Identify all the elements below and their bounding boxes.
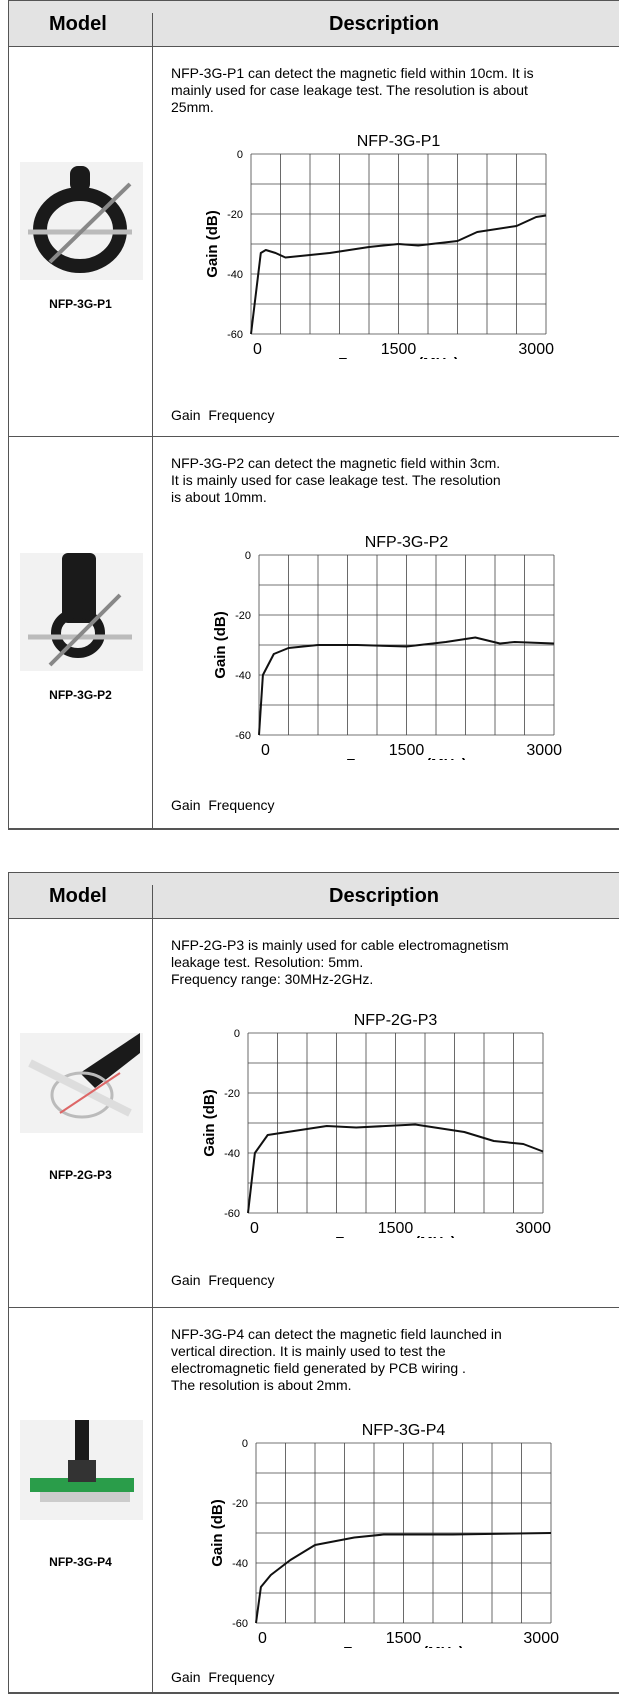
probe-image xyxy=(20,1033,143,1133)
description-line: mainly used for case leakage test. The r… xyxy=(171,82,528,98)
x-tick-label: 1500 xyxy=(386,1630,422,1647)
caption: Gain Frequency xyxy=(171,797,275,813)
header-cell: Model xyxy=(49,885,107,907)
description-line: is about 10mm. xyxy=(171,489,267,505)
caption: Gain Frequency xyxy=(171,407,275,423)
description-line: It is mainly used for case leakage test.… xyxy=(171,472,501,488)
y-tick-label: -40 xyxy=(235,670,251,682)
x-axis-label: Frequency (MHz) xyxy=(335,1234,456,1238)
column-separator xyxy=(152,885,153,918)
description-line: 25mm. xyxy=(171,99,214,115)
description-line: NFP-3G-P2 can detect the magnetic field … xyxy=(171,455,501,471)
x-tick-label: 0 xyxy=(250,1220,259,1237)
description-line: The resolution is about 2mm. xyxy=(171,1377,352,1393)
chart: NFP-3G-P2 0 -20 -40 -60 0 1500 3000 Frequency (M… xyxy=(212,534,562,760)
table-row: NFP-3G-P4 NFP-3G-P4 can detect the magnet… xyxy=(9,1308,619,1693)
x-axis-label: Frequency (MHz) xyxy=(338,355,459,359)
y-axis-label: Gain (dB) xyxy=(209,1499,226,1567)
y-tick-label: 0 xyxy=(242,1438,248,1450)
y-tick-label: -40 xyxy=(232,1558,248,1570)
description-line: NFP-3G-P4 can detect the magnetic field … xyxy=(171,1326,502,1342)
table-header: Model Description xyxy=(9,1,619,47)
chart-title: NFP-3G-P2 xyxy=(365,534,449,551)
y-tick-label: -20 xyxy=(235,610,251,622)
header-cell: Description xyxy=(329,13,440,35)
x-tick-label: 0 xyxy=(261,742,270,759)
chart: NFP-3G-P1 0 -20 -40 -60 0 1500 3000 Frequency (M… xyxy=(204,133,554,359)
x-tick-label: 3000 xyxy=(523,1630,559,1647)
model-name: NFP-2G-P3 xyxy=(49,1168,112,1182)
y-tick-label: 0 xyxy=(234,1028,240,1040)
y-tick-label: -20 xyxy=(224,1088,240,1100)
y-tick-label: 0 xyxy=(245,550,251,562)
table-header: Model Description xyxy=(9,873,619,919)
y-tick-label: -40 xyxy=(224,1148,240,1160)
description-line: vertical direction. It is mainly used to… xyxy=(171,1343,446,1359)
chart-title: NFP-2G-P3 xyxy=(354,1012,438,1029)
y-tick-label: -60 xyxy=(227,329,243,341)
table: Model Description NFP-2G-P3 NFP-2G-P3 is ma… xyxy=(8,872,619,1694)
column-separator xyxy=(152,1308,153,1692)
y-tick-label: -60 xyxy=(224,1208,240,1220)
model-name: NFP-3G-P4 xyxy=(49,1555,112,1569)
line-series xyxy=(247,1123,544,1214)
y-tick-label: -20 xyxy=(227,209,243,221)
model-name: NFP-3G-P2 xyxy=(49,687,112,702)
description-line: NFP-3G-P1 can detect the magnetic field … xyxy=(171,65,534,81)
x-tick-label: 0 xyxy=(258,1630,267,1647)
x-tick-label: 1500 xyxy=(389,742,425,759)
y-axis-label: Gain (dB) xyxy=(201,1089,218,1157)
y-axis-label: Gain (dB) xyxy=(204,210,221,278)
table-row: NFP-3G-P1 NFP-3G-P1 can detect the magnet… xyxy=(9,47,619,437)
header-cell: Description xyxy=(329,885,440,907)
x-tick-label: 0 xyxy=(253,341,262,358)
x-tick-label: 3000 xyxy=(518,341,554,358)
x-axis-label: Frequency (MHz) xyxy=(343,1644,464,1648)
line-series xyxy=(258,636,555,736)
column-separator xyxy=(152,919,153,1307)
caption: Gain Frequency xyxy=(171,1669,275,1685)
y-axis-label: Gain (dB) xyxy=(212,611,229,679)
x-tick-label: 3000 xyxy=(515,1220,551,1237)
caption: Gain Frequency xyxy=(171,1272,275,1288)
description-line: NFP-2G-P3 is mainly used for cable elect… xyxy=(171,937,509,953)
x-axis-label: Frequency (MHz) xyxy=(346,756,467,760)
table: Model Description NFP-3G-P1 NFP-3G-P1 can d… xyxy=(8,0,619,830)
line-series xyxy=(250,214,547,335)
x-tick-label: 1500 xyxy=(381,341,417,358)
y-tick-label: -60 xyxy=(235,730,251,742)
chart-title: NFP-3G-P1 xyxy=(357,133,441,150)
header-cell: Model xyxy=(49,13,107,35)
y-tick-label: 0 xyxy=(237,149,243,161)
table-row: NFP-2G-P3 NFP-2G-P3 is mainly used for ca… xyxy=(9,919,619,1308)
probe-image xyxy=(20,1420,143,1520)
column-separator xyxy=(152,437,153,828)
y-tick-label: -40 xyxy=(227,269,243,281)
y-tick-label: -60 xyxy=(232,1618,248,1630)
column-separator xyxy=(152,13,153,46)
probe-image xyxy=(20,161,143,280)
column-separator xyxy=(152,47,153,436)
chart: NFP-2G-P3 0 -20 -40 -60 0 1500 3000 Frequency (M… xyxy=(201,1012,551,1238)
y-tick-label: -20 xyxy=(232,1498,248,1510)
table-row: NFP-3G-P2 NFP-3G-P2 can detect the magnet… xyxy=(9,437,619,829)
chart: NFP-3G-P4 0 -20 -40 -60 0 1500 3000 Frequency (M… xyxy=(209,1422,559,1648)
description-line: Frequency range: 30MHz-2GHz. xyxy=(171,971,374,987)
description-line: leakage test. Resolution: 5mm. xyxy=(171,954,364,970)
x-tick-label: 1500 xyxy=(378,1220,414,1237)
chart-title: NFP-3G-P4 xyxy=(362,1422,446,1439)
x-tick-label: 3000 xyxy=(526,742,562,759)
model-name: NFP-3G-P1 xyxy=(49,296,112,311)
line-series xyxy=(255,1532,552,1624)
probe-image xyxy=(20,552,143,671)
description-line: electromagnetic field generated by PCB w… xyxy=(171,1360,466,1376)
